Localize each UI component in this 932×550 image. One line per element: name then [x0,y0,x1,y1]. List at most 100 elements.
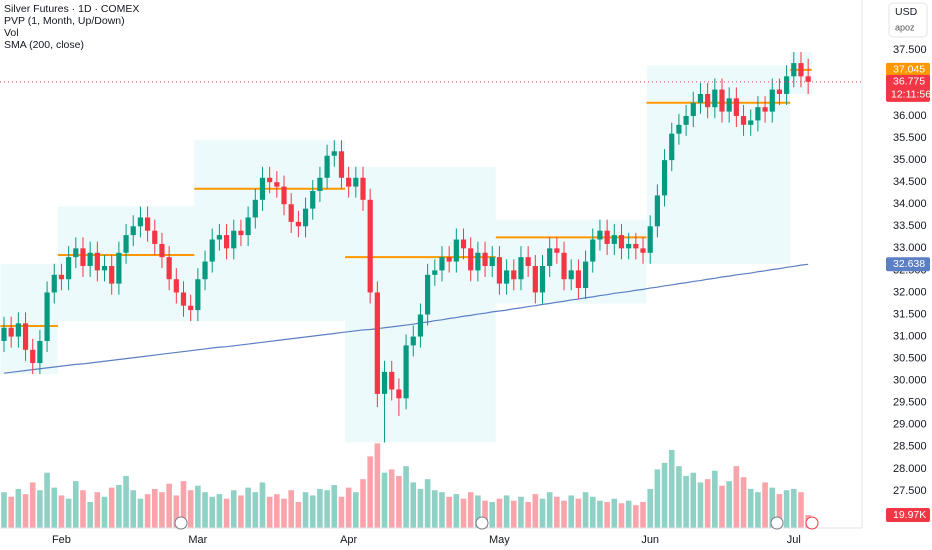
candle-body [302,208,309,227]
volume-bar [446,496,452,528]
volume-bar [475,495,481,528]
volume-bar [295,501,302,528]
candle-body [281,186,287,205]
candle-body [640,248,646,253]
volume-bar [195,485,201,528]
volume-bar [503,495,510,528]
price-tag [886,257,930,272]
candle-body [582,261,589,289]
candle-body [805,76,811,82]
price [0,52,862,443]
volume-bar [654,469,661,528]
volume-bar [381,472,388,528]
volume-bar [791,488,797,528]
volume-bar [546,492,553,528]
candle-body [130,226,136,236]
candle-body [669,133,675,161]
candle-body [338,151,345,178]
candle-body [532,265,538,293]
volume-bar [388,469,395,528]
volume-bar [726,481,732,528]
y-tick-label: 27.500 [893,485,927,497]
volume-bar [762,482,768,528]
candle-body [216,235,222,240]
candle-body [137,217,144,227]
y-tick-label: 30.500 [893,353,927,365]
candle-body [525,257,531,266]
volume-bar [582,492,589,528]
volume-bar [331,485,338,528]
candle-body [626,243,632,249]
volume-bar [589,496,596,528]
event-icon[interactable] [770,516,784,530]
volume-bar [568,495,575,528]
volume-bar [1,492,7,528]
event-icon[interactable] [174,516,188,530]
candle-body [188,305,194,311]
price-tag-label: 32.638 [893,258,925,270]
volume-bar [29,482,36,528]
volume-bar [123,475,129,528]
candle-body [590,239,596,262]
volume-bar [65,498,72,528]
currency-box[interactable] [888,2,928,38]
volume-bar [180,481,187,528]
account: apoz [895,22,915,32]
volume-bar [238,495,244,528]
candle-body [22,323,29,350]
candle-body [633,243,639,249]
candle-body [547,248,553,266]
volume-bar [410,482,417,528]
candle-body [30,349,36,364]
candle-body [288,204,294,222]
volume-bar [532,494,539,528]
candle-body [274,182,280,187]
volume-bar [783,490,790,528]
volume-bar [73,481,79,528]
event-icon[interactable] [475,516,489,530]
candle-body [647,226,653,253]
volume-bar [439,492,445,528]
volume-bar [525,501,531,528]
volume-bar [353,492,359,528]
candle-body [769,89,775,112]
candle-body [597,230,603,240]
volume-bar [151,488,158,528]
volume-bar [274,494,280,528]
event-icon[interactable] [805,516,819,530]
volume-bar [604,501,610,528]
candle-body [195,279,201,311]
volume-bar [798,492,804,528]
volume-bar [424,479,431,528]
volume-bar [108,487,115,528]
indicator: SMA (200, close) [4,39,84,51]
candle-body [504,270,510,284]
volume-bar [374,443,381,528]
volume-bar [37,490,43,528]
volume-bar [482,500,488,528]
candle-body [238,230,244,236]
candle-body [798,63,804,77]
candle-body [417,314,424,337]
candle-body [267,177,273,183]
candle-body [719,89,725,112]
volume-bar [769,487,776,528]
volume-bar [554,496,560,528]
candle-body [223,235,230,249]
candle-body [712,89,718,108]
candle-body [259,177,266,200]
volume-bar [44,472,50,528]
candle-body [575,270,581,289]
candle-body [374,292,380,394]
candle-body [123,235,129,253]
candle-body [554,248,560,253]
volume-bar [719,485,725,528]
y-tick-label: 28.500 [893,441,927,453]
candle-body [173,279,179,293]
volume-bar [661,462,668,528]
volume-bar [539,498,546,528]
volume-bar [360,479,366,528]
candle-body [353,177,359,187]
volume-bar [712,470,718,528]
volume-bar [467,492,474,528]
